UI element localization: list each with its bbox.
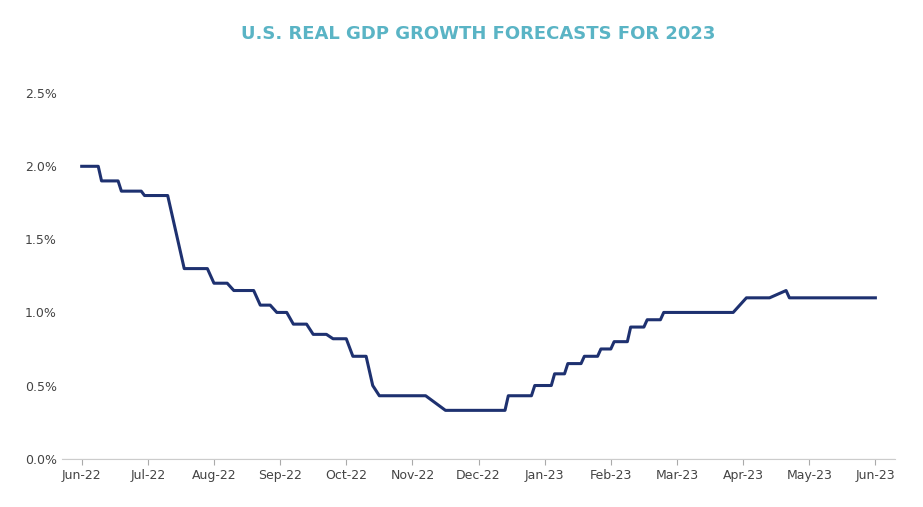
- Title: U.S. REAL GDP GROWTH FORECASTS FOR 2023: U.S. REAL GDP GROWTH FORECASTS FOR 2023: [241, 25, 715, 43]
